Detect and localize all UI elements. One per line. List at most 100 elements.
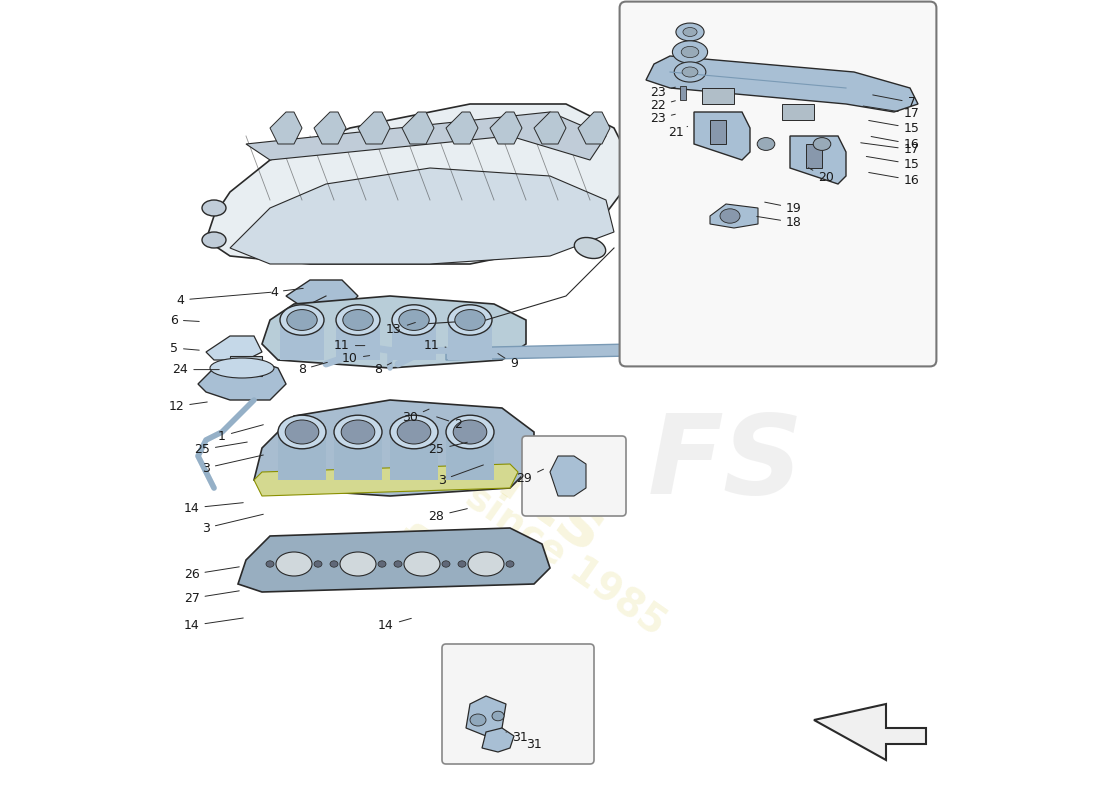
Ellipse shape xyxy=(378,561,386,567)
Ellipse shape xyxy=(210,358,274,378)
Text: 14: 14 xyxy=(184,618,243,632)
Ellipse shape xyxy=(343,310,373,330)
Text: FS: FS xyxy=(648,410,804,518)
Ellipse shape xyxy=(675,23,704,41)
Ellipse shape xyxy=(574,238,606,258)
Text: 31: 31 xyxy=(526,738,541,750)
Text: parts: parts xyxy=(403,390,617,570)
Text: 28: 28 xyxy=(429,509,468,522)
Ellipse shape xyxy=(468,552,504,576)
Ellipse shape xyxy=(392,305,436,335)
Text: 15: 15 xyxy=(867,157,920,170)
Ellipse shape xyxy=(340,552,376,576)
Ellipse shape xyxy=(334,415,382,449)
Text: 23: 23 xyxy=(650,112,675,125)
Text: 23: 23 xyxy=(650,86,675,98)
Polygon shape xyxy=(646,56,918,112)
Text: 20: 20 xyxy=(808,168,834,184)
Polygon shape xyxy=(314,112,346,144)
Text: for: for xyxy=(383,517,477,603)
Ellipse shape xyxy=(448,305,492,335)
Text: 6: 6 xyxy=(170,314,199,326)
Ellipse shape xyxy=(285,420,319,444)
Text: 30: 30 xyxy=(403,409,429,424)
Polygon shape xyxy=(449,320,492,360)
Text: 4: 4 xyxy=(271,286,304,298)
Ellipse shape xyxy=(674,62,706,82)
Ellipse shape xyxy=(446,415,494,449)
Ellipse shape xyxy=(458,561,466,567)
Polygon shape xyxy=(262,296,526,368)
Polygon shape xyxy=(710,204,758,228)
FancyBboxPatch shape xyxy=(522,436,626,516)
Text: 12: 12 xyxy=(168,400,207,413)
Polygon shape xyxy=(230,168,614,264)
FancyBboxPatch shape xyxy=(442,644,594,764)
Text: 10: 10 xyxy=(342,352,370,365)
Polygon shape xyxy=(814,704,926,760)
Polygon shape xyxy=(482,728,514,752)
Text: 11: 11 xyxy=(334,339,365,352)
Ellipse shape xyxy=(341,420,375,444)
Polygon shape xyxy=(578,112,610,144)
Ellipse shape xyxy=(276,552,312,576)
Polygon shape xyxy=(694,112,750,160)
Polygon shape xyxy=(358,112,390,144)
Ellipse shape xyxy=(266,561,274,567)
Text: 5: 5 xyxy=(170,342,199,354)
Polygon shape xyxy=(206,104,630,264)
Text: 13: 13 xyxy=(386,322,416,336)
Polygon shape xyxy=(710,120,726,144)
Polygon shape xyxy=(550,456,586,496)
Polygon shape xyxy=(254,464,518,496)
Ellipse shape xyxy=(202,232,226,248)
Text: 3: 3 xyxy=(202,455,263,474)
Text: 31: 31 xyxy=(506,731,528,744)
Polygon shape xyxy=(286,280,358,312)
Polygon shape xyxy=(446,432,494,480)
Polygon shape xyxy=(466,696,506,736)
Bar xyxy=(702,88,734,104)
Text: 22: 22 xyxy=(650,99,675,112)
Ellipse shape xyxy=(454,310,485,330)
Text: 16: 16 xyxy=(871,137,920,150)
Polygon shape xyxy=(534,112,566,144)
Ellipse shape xyxy=(813,138,830,150)
Ellipse shape xyxy=(330,561,338,567)
Text: since 1985: since 1985 xyxy=(459,477,673,643)
Text: 25: 25 xyxy=(194,442,248,456)
Text: 24: 24 xyxy=(173,363,219,376)
Ellipse shape xyxy=(720,209,740,223)
Polygon shape xyxy=(446,344,630,360)
Ellipse shape xyxy=(287,310,317,330)
Text: 8: 8 xyxy=(298,362,328,376)
Text: 14: 14 xyxy=(184,502,243,514)
Ellipse shape xyxy=(506,561,514,567)
Ellipse shape xyxy=(390,415,438,449)
Text: 17: 17 xyxy=(864,106,920,120)
Ellipse shape xyxy=(394,561,402,567)
Ellipse shape xyxy=(278,415,326,449)
Polygon shape xyxy=(337,320,379,360)
Bar xyxy=(230,356,262,376)
Ellipse shape xyxy=(757,138,774,150)
Text: 15: 15 xyxy=(869,121,920,134)
Text: 3: 3 xyxy=(202,514,263,534)
Ellipse shape xyxy=(442,561,450,567)
Text: 9: 9 xyxy=(498,354,518,370)
Ellipse shape xyxy=(397,420,431,444)
Text: 29: 29 xyxy=(517,470,543,485)
Ellipse shape xyxy=(314,561,322,567)
FancyBboxPatch shape xyxy=(619,2,936,366)
Polygon shape xyxy=(402,112,434,144)
Polygon shape xyxy=(270,112,302,144)
Polygon shape xyxy=(390,432,438,480)
Text: 8: 8 xyxy=(374,363,392,376)
Polygon shape xyxy=(806,144,822,168)
Text: 25: 25 xyxy=(429,442,468,456)
Text: 21: 21 xyxy=(669,126,688,138)
Text: 3: 3 xyxy=(438,465,483,486)
Ellipse shape xyxy=(492,711,504,721)
Ellipse shape xyxy=(202,200,226,216)
Ellipse shape xyxy=(280,305,324,335)
